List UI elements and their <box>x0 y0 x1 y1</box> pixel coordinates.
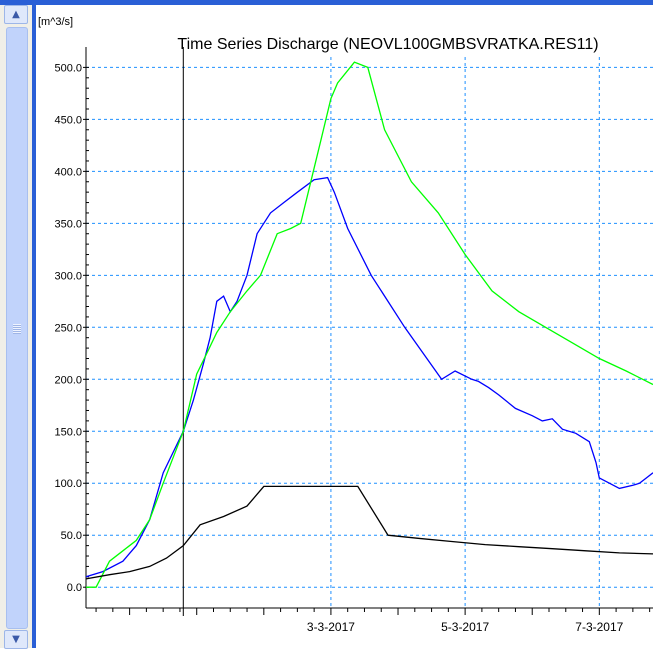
chart-title: Time Series Discharge (NEOVL100GMBSVRATK… <box>177 36 598 53</box>
arrow-down-icon[interactable]: ▼ <box>4 630 28 649</box>
discharge-chart: [m^3/s] Time Series Discharge (NEOVL100G… <box>38 16 653 634</box>
y-tick-label: 450.0 <box>54 114 82 126</box>
x-tick-label: 7-3-2017 <box>575 620 623 634</box>
y-tick-label: 500.0 <box>54 62 82 74</box>
series-line-3 <box>85 485 653 580</box>
panel-divider <box>32 5 36 648</box>
chart-panel: [m^3/s] Time Series Discharge (NEOVL100G… <box>36 5 653 648</box>
y-axis-unit-label: [m^3/s] <box>38 16 73 28</box>
x-tick-label: 3-3-2017 <box>307 620 355 634</box>
y-tick-label: 100.0 <box>54 478 82 490</box>
y-tick-label: 0.0 <box>67 582 82 594</box>
scrollbar-thumb[interactable] <box>6 27 28 629</box>
y-tick-label: 50.0 <box>61 530 82 542</box>
series-line-2 <box>86 61 653 588</box>
window-top-border <box>0 0 653 5</box>
y-tick-label: 150.0 <box>54 426 82 438</box>
y-tick-label: 300.0 <box>54 270 82 282</box>
arrow-up-icon[interactable]: ▲ <box>4 5 28 24</box>
axes: 0.0 50.0 100.0 150.0 200.0 250.0 300.0 350.0 400… <box>54 47 653 634</box>
scrollbar-grip-icon <box>13 324 21 334</box>
series-layer <box>85 61 653 588</box>
y-tick-label: 400.0 <box>54 166 82 178</box>
series-line-1 <box>85 176 653 578</box>
y-tick-label: 250.0 <box>54 322 82 334</box>
vertical-scrollbar[interactable]: ▲ ▼ <box>0 5 32 649</box>
y-tick-label: 350.0 <box>54 218 82 230</box>
grid-lines <box>86 57 653 608</box>
y-tick-label: 200.0 <box>54 374 82 386</box>
x-tick-label: 5-3-2017 <box>441 620 489 634</box>
